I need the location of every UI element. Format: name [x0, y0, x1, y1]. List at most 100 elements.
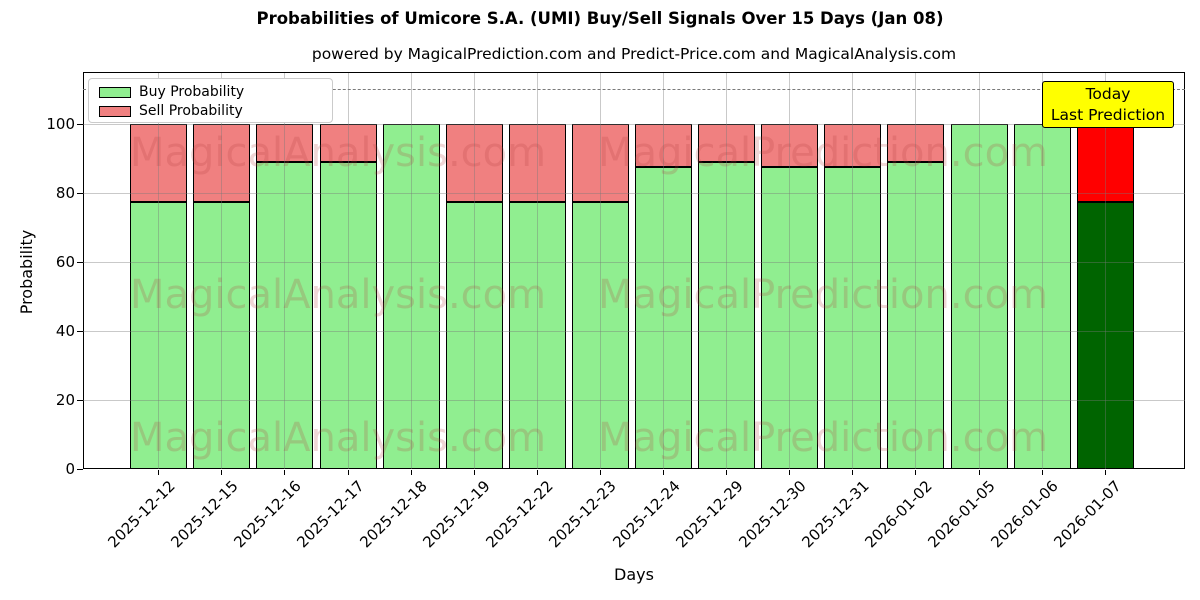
- bar-segment-buy: [193, 201, 251, 469]
- watermark-analysis: MagicalAnalysis.com: [130, 415, 547, 461]
- legend-item-sell: Sell Probability: [99, 103, 332, 119]
- x-tick: [158, 470, 160, 475]
- legend: Buy Probability Sell Probability: [88, 78, 333, 123]
- bar-segment-buy: [635, 167, 692, 469]
- y-tick-label: 60: [55, 253, 75, 272]
- bar-segment-sell: [193, 124, 251, 202]
- bar-segment-sell: [508, 124, 566, 202]
- bar-segment-buy: [824, 167, 882, 469]
- x-tick: [852, 470, 854, 475]
- gridline-vertical: [473, 72, 475, 469]
- x-tick: [599, 470, 601, 475]
- chart-subtitle: powered by MagicalPrediction.com and Pre…: [311, 45, 957, 63]
- y-tick: [77, 330, 83, 332]
- y-tick: [77, 261, 83, 263]
- bar-segment-buy: [1076, 201, 1134, 469]
- gridline-horizontal: [83, 192, 1185, 194]
- bar-segment-sell: [571, 124, 629, 202]
- x-tick: [473, 470, 475, 475]
- y-tick-label: 20: [55, 391, 75, 410]
- gridline-vertical: [789, 72, 791, 469]
- bar-segment-buy: [571, 201, 629, 469]
- x-tick: [1104, 470, 1106, 475]
- gridline-vertical: [1104, 72, 1106, 469]
- x-tick: [284, 470, 286, 475]
- y-tick-label: 0: [65, 460, 75, 478]
- y-tick-label: 100: [46, 115, 75, 134]
- watermark-analysis: MagicalAnalysis.com: [130, 272, 547, 318]
- bar-segment-buy: [319, 162, 377, 469]
- gridline-vertical: [663, 72, 664, 469]
- y-axis-label: Probability: [17, 229, 36, 315]
- gridline-vertical: [978, 72, 980, 469]
- bar-segment-sell: [256, 124, 314, 163]
- gridline-vertical: [599, 72, 601, 469]
- bar-segment-sell: [761, 124, 819, 168]
- x-tick: [978, 470, 980, 475]
- threshold-dashed-line: [83, 88, 1185, 90]
- gridline-horizontal: [83, 123, 1185, 125]
- bar-segment-buy: [887, 162, 945, 469]
- watermark-prediction: MagicalPrediction.com: [598, 272, 1048, 318]
- bar-segment-buy: [950, 124, 1008, 469]
- gridline-horizontal: [83, 399, 1185, 401]
- y-tick: [77, 192, 83, 194]
- x-tick: [663, 470, 664, 475]
- x-tick: [536, 470, 538, 475]
- x-tick: [726, 470, 728, 475]
- gridline-vertical: [347, 72, 349, 469]
- bar-segment-sell: [635, 124, 692, 168]
- gridline-vertical: [536, 72, 538, 469]
- gridline-vertical: [284, 72, 286, 469]
- annotation-line-2: Last Prediction: [1050, 105, 1166, 124]
- bar-segment-sell: [1076, 124, 1134, 202]
- y-tick-label: 80: [55, 184, 75, 203]
- legend-label-buy: Buy Probability: [139, 84, 245, 100]
- gridline-vertical: [726, 72, 728, 469]
- legend-item-buy: Buy Probability: [99, 84, 332, 100]
- watermark-prediction: MagicalPrediction.com: [598, 415, 1048, 461]
- bar-segment-buy: [256, 162, 314, 469]
- gridline-vertical: [1041, 72, 1043, 469]
- annotation-line-1: Today: [1085, 84, 1131, 103]
- y-tick: [77, 123, 83, 125]
- x-axis-label: Days: [614, 565, 654, 584]
- gridline-vertical: [852, 72, 854, 469]
- bar-segment-buy: [698, 162, 756, 469]
- y-tick: [77, 399, 83, 401]
- y-tick-label: 40: [55, 322, 75, 341]
- y-tick: [77, 468, 83, 470]
- x-tick: [1041, 470, 1043, 475]
- x-tick: [347, 470, 349, 475]
- x-tick: [789, 470, 791, 475]
- x-tick: [915, 470, 917, 475]
- watermark-prediction: MagicalPrediction.com: [598, 130, 1048, 176]
- bar-segment-sell: [824, 124, 882, 168]
- bar-segment-buy: [382, 124, 440, 469]
- bar-segment-sell: [887, 124, 945, 163]
- watermark-analysis: MagicalAnalysis.com: [130, 130, 547, 176]
- gridline-vertical: [410, 72, 412, 469]
- legend-swatch-buy-icon: [99, 86, 131, 98]
- gridline-vertical: [221, 72, 223, 469]
- bar-segment-sell: [319, 124, 377, 163]
- chart-title: Probabilities of Umicore S.A. (UMI) Buy/…: [256, 9, 944, 28]
- gridline-vertical: [158, 72, 160, 469]
- today-annotation: Today Last Prediction: [1042, 81, 1174, 128]
- bar-segment-buy: [130, 201, 188, 469]
- bar-segment-sell: [698, 124, 756, 163]
- bar-segment-buy: [445, 201, 503, 469]
- gridline-horizontal: [83, 261, 1185, 263]
- legend-swatch-sell-icon: [99, 105, 131, 117]
- bar-segment-sell: [445, 124, 503, 202]
- legend-label-sell: Sell Probability: [139, 103, 243, 119]
- x-tick: [410, 470, 412, 475]
- bar-segment-sell: [130, 124, 188, 202]
- bar-segment-buy: [761, 167, 819, 469]
- gridline-vertical: [915, 72, 917, 469]
- x-tick: [221, 470, 223, 475]
- bar-segment-buy: [508, 201, 566, 469]
- gridline-horizontal: [83, 330, 1185, 332]
